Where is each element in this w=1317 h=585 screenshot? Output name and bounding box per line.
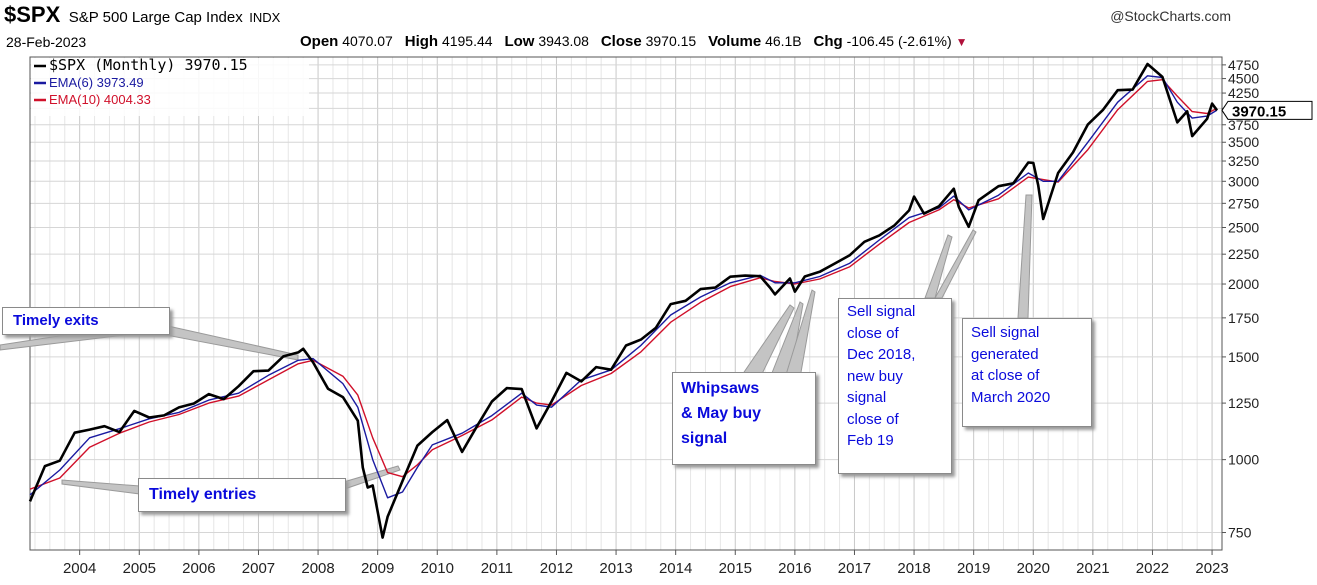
dec-2018-line: close of <box>847 324 899 342</box>
timely-entries-callout: Timely entries <box>138 478 346 512</box>
chg-value: -106.45 (-2.61%) <box>846 33 952 49</box>
high-label: High <box>404 33 439 50</box>
x-tick-label: 2011 <box>481 560 513 577</box>
y-tick-label: 750 <box>1228 525 1252 541</box>
x-tick-label: 2016 <box>778 560 811 577</box>
legend-bg <box>31 58 309 116</box>
x-tick-label: 2022 <box>1136 560 1169 577</box>
y-tick-label: 1750 <box>1228 310 1259 326</box>
y-tick-label: 3250 <box>1228 153 1259 169</box>
x-tick-label: 2020 <box>1017 560 1050 577</box>
x-tick-label: 2012 <box>540 560 573 577</box>
x-tick-label: 2004 <box>63 560 96 577</box>
y-tick-label: 1500 <box>1228 349 1259 365</box>
x-tick-label: 2013 <box>599 560 632 577</box>
mar2020-pointer <box>1017 194 1033 319</box>
y-tick-label: 2750 <box>1228 195 1259 211</box>
legend-label: $SPX (Monthly) 3970.15 <box>49 56 248 74</box>
x-tick-label: 2014 <box>659 560 692 577</box>
timely-exits-callout: Timely exits <box>2 307 170 335</box>
chg-label: Chg <box>813 33 843 50</box>
x-tick-label: 2018 <box>897 560 930 577</box>
exits-pointer-right <box>149 321 299 361</box>
exchange: INDX <box>249 10 281 25</box>
stockcharts-credit: @StockCharts.com <box>1110 8 1231 24</box>
x-tick-label: 2007 <box>242 560 275 577</box>
open-label: Open <box>300 33 339 50</box>
close-value: 3970.15 <box>645 33 697 49</box>
series-line-ema6 <box>29 75 1218 499</box>
y-tick-label: 2250 <box>1228 246 1259 262</box>
grid <box>30 57 1222 550</box>
x-tick-label: 2021 <box>1076 560 1109 577</box>
plot-frame <box>29 56 1223 551</box>
dec-2018-signal-callout: Sell signal close of Dec 2018, new buy signa… <box>838 298 952 474</box>
y-axis: 750 1000 1250 1500 1750 2000 2250 2500 2750 3000 3… <box>1222 57 1259 541</box>
chart-date: 28-Feb-2023 <box>6 34 87 50</box>
high-value: 4195.44 <box>441 33 493 49</box>
x-axis: 2004 2005 2006 2007 2008 2009 2010 2011 2012 2013… <box>63 550 1229 577</box>
whipsaws-callout: Whipsaws & May buy signal <box>672 372 816 465</box>
x-tick-label: 2005 <box>123 560 156 577</box>
symbol-description: S&P 500 Large Cap Index <box>68 9 243 26</box>
volume-label: Volume <box>708 33 762 50</box>
x-tick-label: 2008 <box>301 560 334 577</box>
chart-header: $SPX S&P 500 Large Cap Index INDX <box>4 2 280 28</box>
last-value-marker: 3970.15 <box>1221 100 1313 120</box>
ohlc-bar: Open 4070.07 High 4195.44 Low 3943.08 Cl… <box>300 33 967 50</box>
close-label: Close <box>600 33 642 50</box>
dec-2018-line: signal <box>847 389 887 406</box>
y-tick-label: 4750 <box>1228 57 1259 73</box>
y-tick-label: 3750 <box>1228 117 1259 133</box>
mar-2020-line: generated <box>971 345 1039 363</box>
y-tick-label: 3500 <box>1228 134 1259 150</box>
mar-2020-line: at close of <box>971 367 1040 384</box>
down-triangle-icon: ▼ <box>955 35 968 49</box>
x-tick-label: 2017 <box>838 560 871 577</box>
entries-pointer-left <box>61 479 141 495</box>
mar-2020-line: March 2020 <box>971 388 1051 406</box>
x-tick-label: 2015 <box>719 560 752 577</box>
legend-label: EMA(6) 3973.49 <box>49 75 144 90</box>
mar-2020-signal-callout: Sell signal generated at close of March 202… <box>962 318 1092 427</box>
mar-2020-line: Sell signal <box>971 324 1040 341</box>
y-tick-label: 4500 <box>1228 71 1259 87</box>
y-tick-label: 2500 <box>1228 219 1259 235</box>
x-tick-label: 2006 <box>182 560 215 577</box>
low-label: Low <box>504 33 535 50</box>
whipsaws-line: & May buy <box>681 405 762 422</box>
symbol: $SPX <box>4 2 61 27</box>
y-tick-label: 4250 <box>1228 85 1259 101</box>
dec-2018-line: Feb 19 <box>847 432 894 449</box>
dec-2018-line: new buy <box>847 367 903 385</box>
y-tick-label: 1250 <box>1228 395 1259 411</box>
volume-value: 46.1B <box>765 33 802 49</box>
y-tick-label: 1000 <box>1228 452 1259 468</box>
dec-2018-line: close of <box>847 410 899 428</box>
last-value-label: 3970.15 <box>1232 103 1286 120</box>
x-tick-label: 2009 <box>361 560 394 577</box>
whipsaws-line: Whipsaws <box>681 380 760 397</box>
y-tick-label: 3000 <box>1228 173 1259 189</box>
last-value-box <box>1221 100 1313 120</box>
series-line-spx <box>28 62 1219 539</box>
legend-label: EMA(10) 4004.33 <box>49 92 151 107</box>
low-value: 3943.08 <box>538 33 589 49</box>
callout-lines <box>0 194 1033 495</box>
dec-2018-line: Sell signal <box>847 303 916 320</box>
series-lines <box>28 62 1219 539</box>
dec-2018-line: Dec 2018, <box>847 346 916 363</box>
x-tick-label: 2019 <box>957 560 990 577</box>
x-tick-label: 2010 <box>421 560 454 577</box>
x-tick-label: 2023 <box>1195 560 1228 577</box>
whipsaws-line: signal <box>681 430 728 447</box>
y-tick-label: 2000 <box>1228 276 1259 292</box>
open-value: 4070.07 <box>342 33 393 49</box>
